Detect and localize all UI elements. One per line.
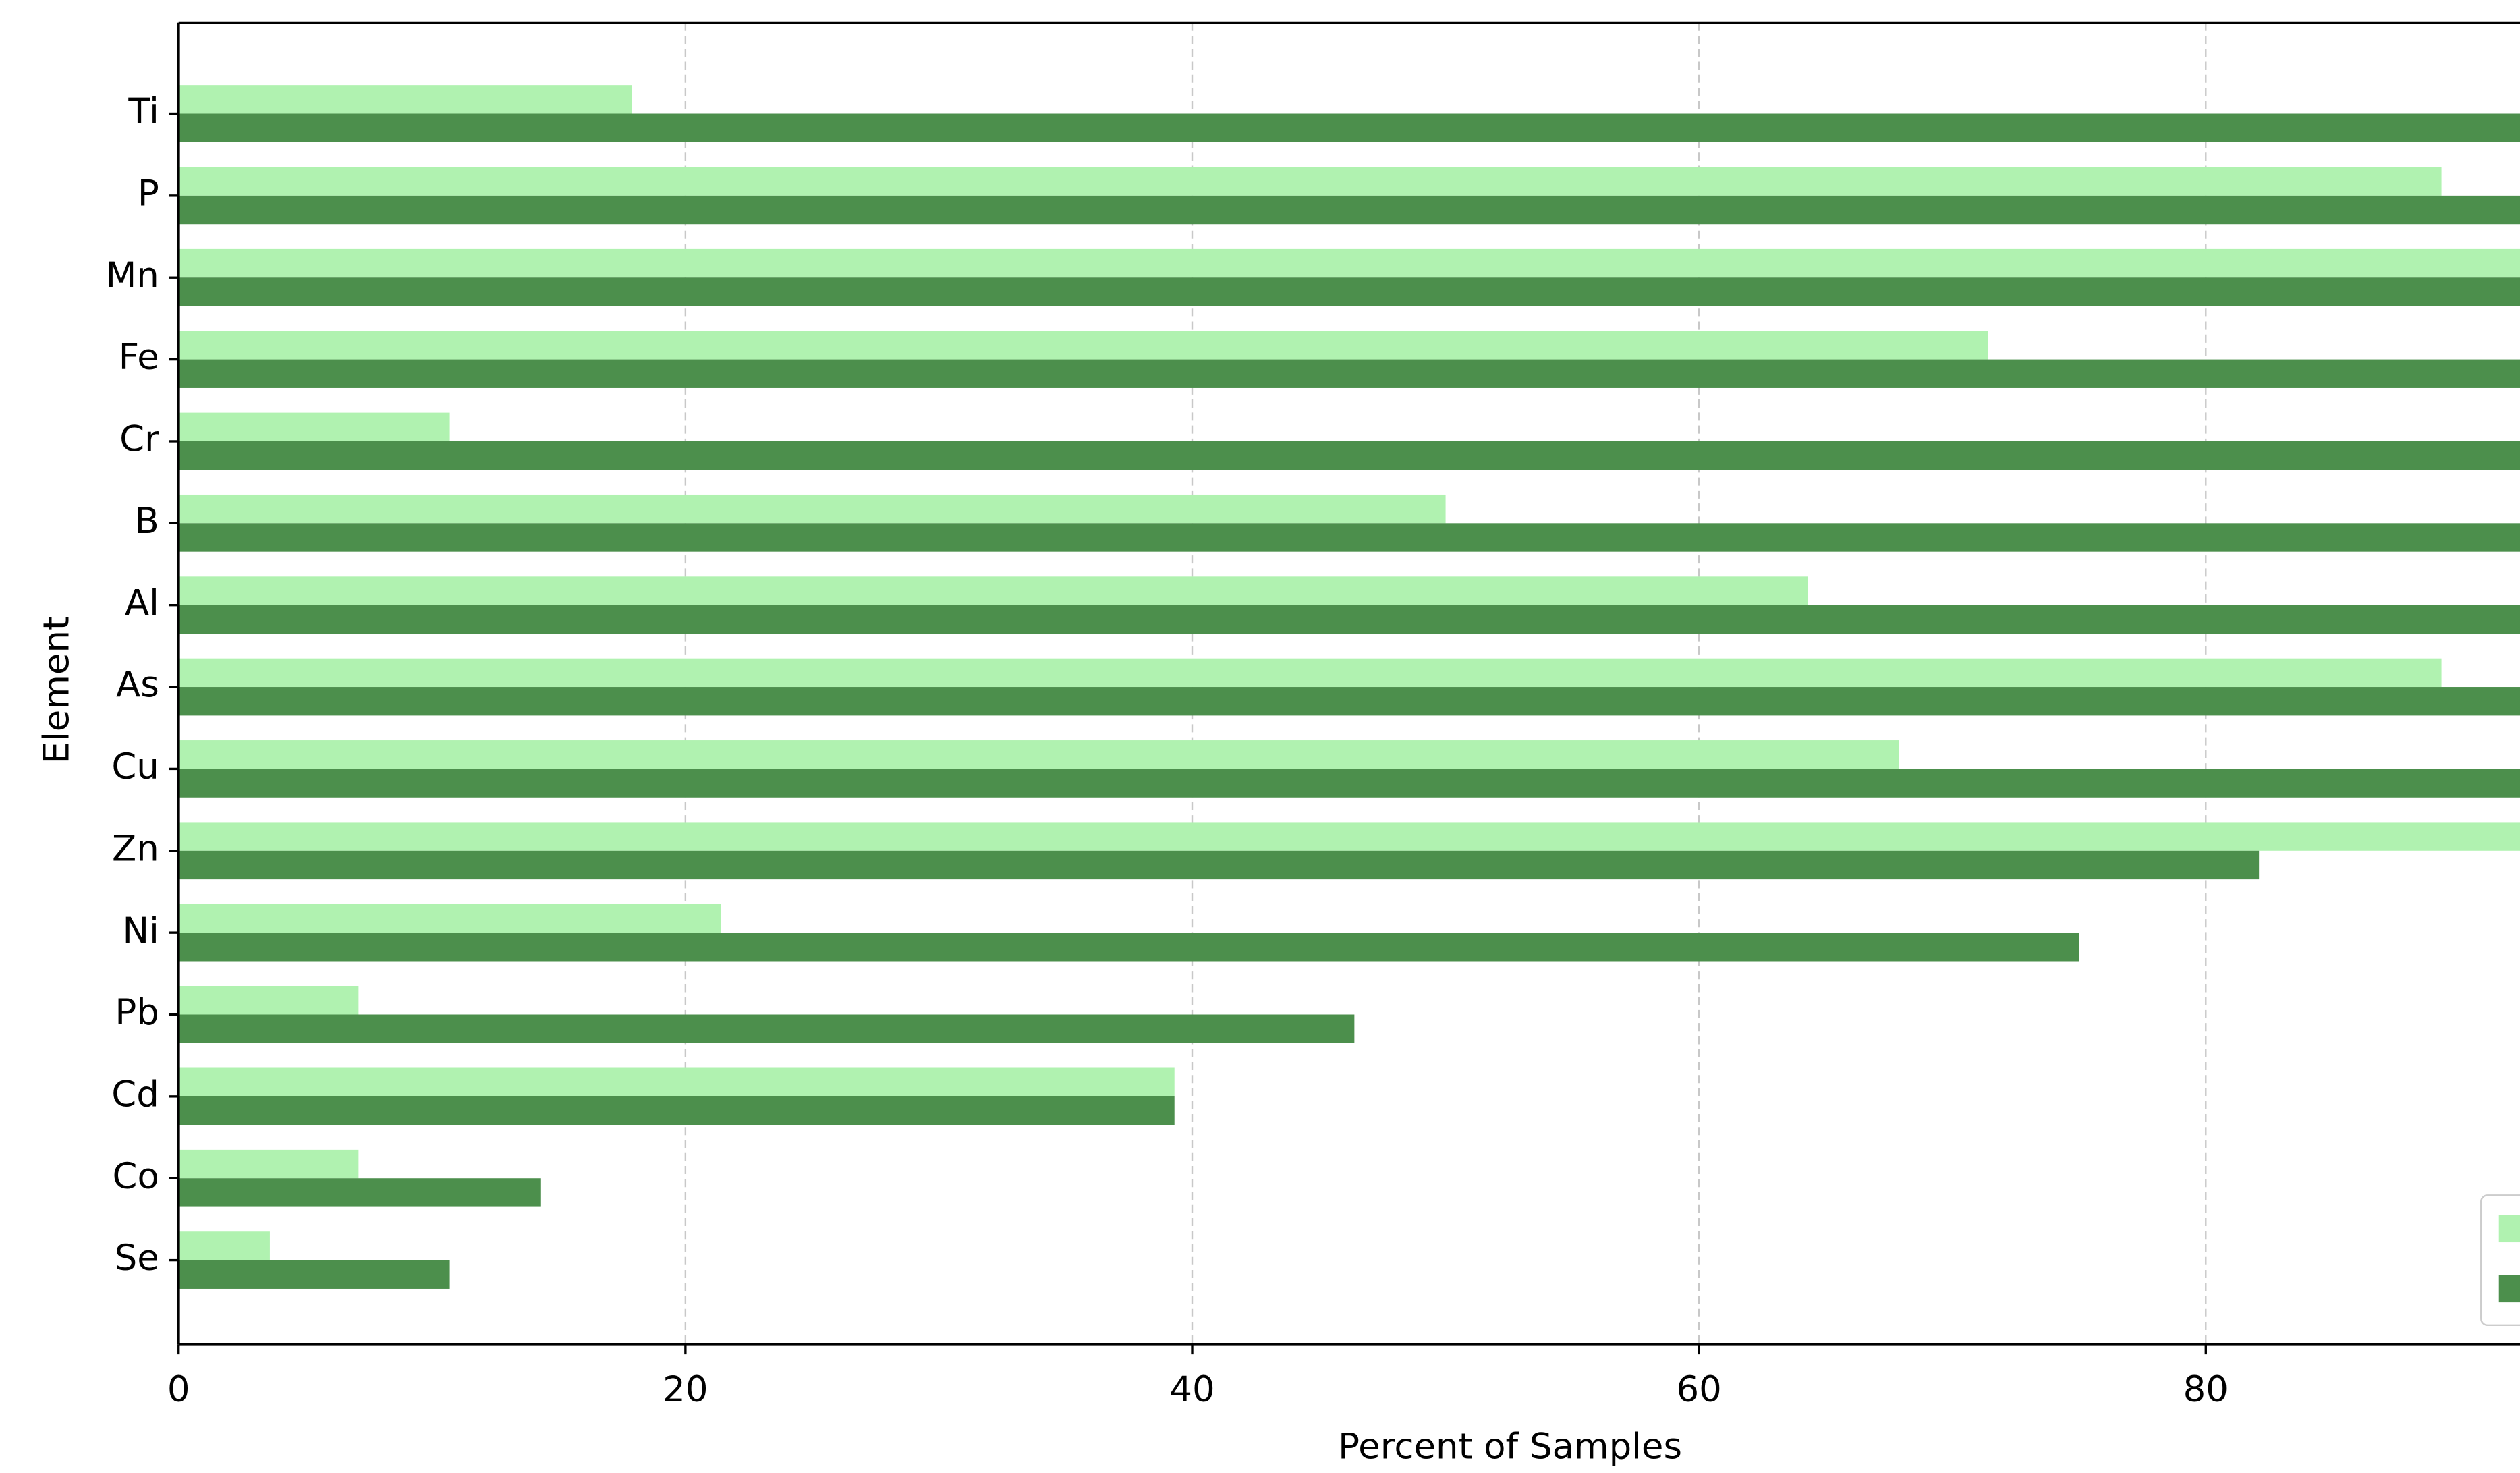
bar xyxy=(178,769,2520,798)
bar xyxy=(178,277,2520,306)
x-tick-label: 0 xyxy=(167,1369,190,1410)
y-tick-label: Pb xyxy=(115,992,159,1033)
bar xyxy=(178,441,2520,470)
bar xyxy=(178,658,2442,688)
bar xyxy=(178,1014,1355,1043)
bar xyxy=(178,687,2520,716)
bar xyxy=(178,412,450,441)
y-tick-label: Fe xyxy=(119,337,159,378)
x-tick-label: 40 xyxy=(1169,1369,1214,1410)
bar xyxy=(178,904,721,933)
y-tick-label: Cd xyxy=(111,1074,159,1115)
y-axis-label: Element xyxy=(36,616,77,764)
x-axis-label: Percent of Samples xyxy=(1338,1426,1682,1467)
bar xyxy=(178,740,1899,769)
bar xyxy=(178,195,2520,225)
y-tick-label: B xyxy=(135,501,159,542)
bar xyxy=(178,1149,359,1179)
bar xyxy=(178,1067,1175,1096)
y-tick-label: Ni xyxy=(123,910,159,951)
legend-swatch xyxy=(2498,1275,2520,1303)
x-tick-label: 20 xyxy=(663,1369,708,1410)
y-tick-label: Mn xyxy=(106,255,159,296)
bar xyxy=(178,331,1988,360)
bar xyxy=(178,248,2520,278)
bar xyxy=(178,986,359,1015)
y-tick-label: Ti xyxy=(128,91,159,132)
bars xyxy=(178,85,2520,1289)
y-tick-label: Cu xyxy=(111,746,159,787)
bar xyxy=(178,1178,541,1207)
axes xyxy=(169,21,2520,1355)
legend xyxy=(2480,1194,2520,1327)
x-tick-label: 80 xyxy=(2183,1369,2229,1410)
bar xyxy=(178,494,1446,524)
y-tick-label: P xyxy=(138,173,159,215)
y-tick-label: Cr xyxy=(119,419,159,460)
bar xyxy=(178,167,2442,196)
bar xyxy=(178,822,2520,851)
bar xyxy=(178,576,1808,605)
bar xyxy=(178,359,2520,388)
bar xyxy=(178,933,2079,962)
y-tick-label: Zn xyxy=(112,828,159,869)
y-tick-label: Co xyxy=(112,1156,159,1197)
x-tick-label: 60 xyxy=(1676,1369,1721,1410)
bar xyxy=(178,523,2520,552)
bar xyxy=(178,85,632,114)
bar xyxy=(178,605,2520,634)
bar xyxy=(178,1096,1175,1125)
bar xyxy=(178,1260,450,1289)
legend-swatch xyxy=(2498,1215,2520,1243)
bar xyxy=(178,850,2260,880)
y-tick-label: Se xyxy=(115,1238,159,1279)
y-tick-label: As xyxy=(116,665,159,706)
y-tick-label: Al xyxy=(125,582,159,623)
bar xyxy=(178,113,2520,142)
bar xyxy=(178,1231,270,1260)
